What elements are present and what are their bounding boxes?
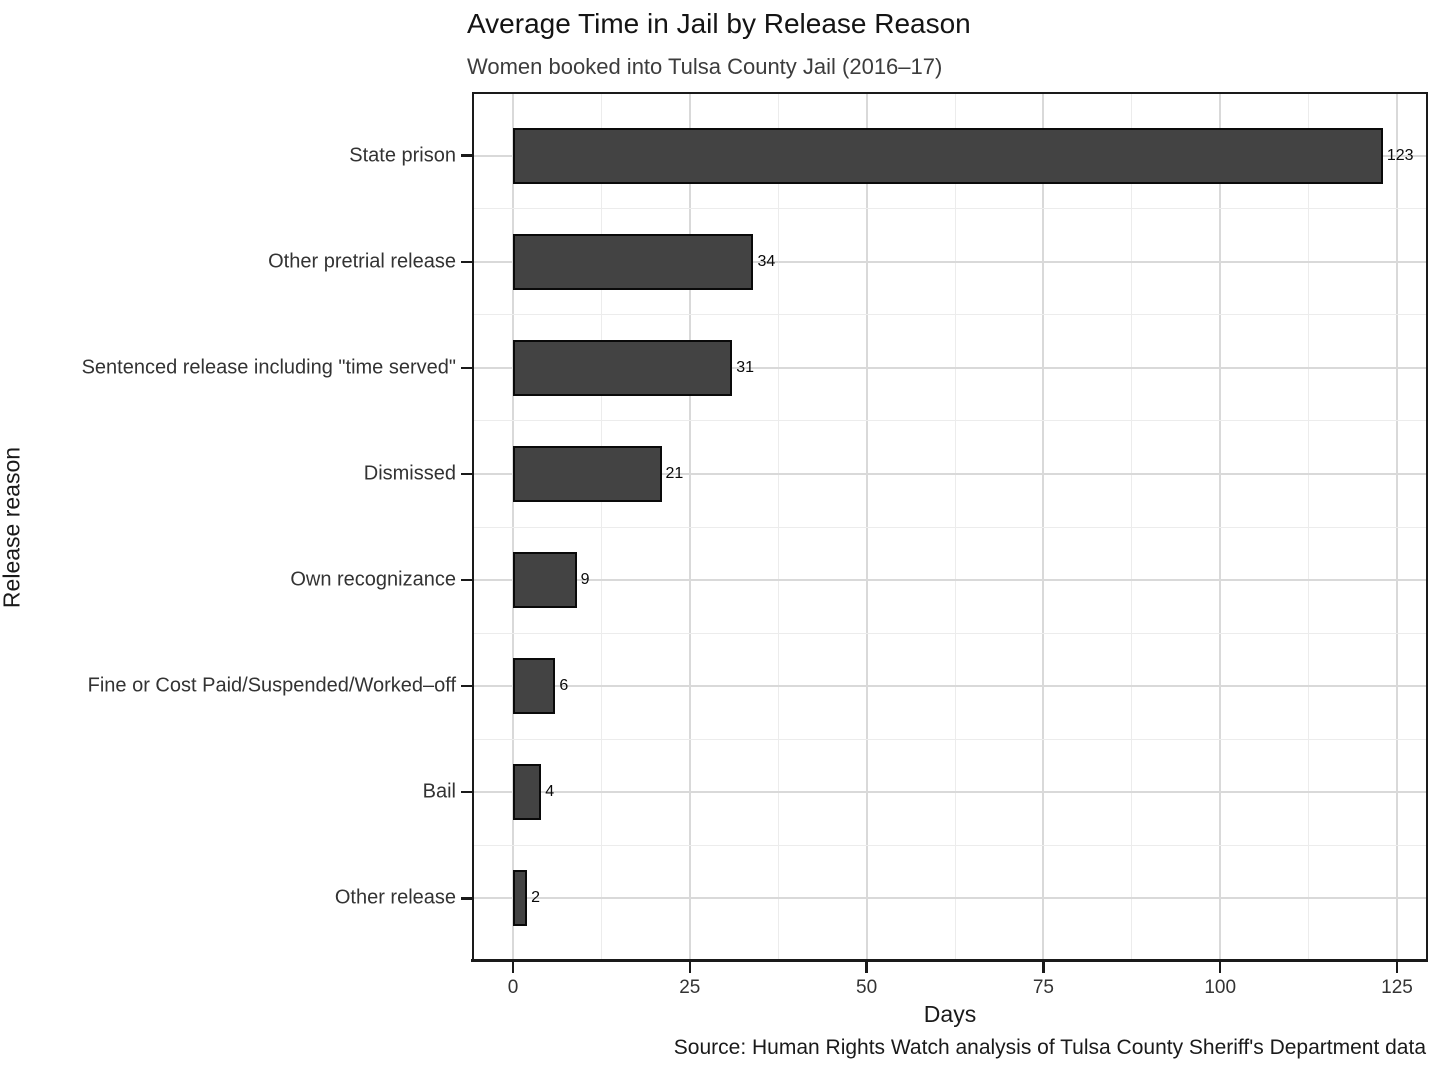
bar [513, 445, 662, 502]
x-tick [511, 962, 515, 973]
bar [513, 127, 1383, 184]
x-axis-title: Days [923, 1001, 977, 1027]
gridline-major-h [472, 579, 1428, 582]
category-label: Other release [334, 886, 456, 909]
bar [513, 764, 542, 821]
category-label: Fine or Cost Paid/Suspended/Worked–off [87, 674, 456, 697]
chart-title: Average Time in Jail by Release Reason [467, 8, 971, 39]
y-axis-title: Release reason [0, 446, 25, 609]
bar-value-label: 34 [757, 252, 776, 270]
bar [513, 552, 577, 609]
gridline-minor-h [472, 420, 1428, 422]
x-tick [1395, 962, 1399, 973]
gridline-major-h [472, 791, 1428, 794]
x-tick [865, 962, 868, 973]
x-tick [1218, 962, 1222, 973]
gridline-minor-h [472, 208, 1428, 210]
bar-value-label: 123 [1386, 146, 1414, 164]
x-tick-label: 125 [1381, 977, 1413, 998]
chart-subtitle: Women booked into Tulsa County Jail (201… [467, 54, 943, 79]
x-tick-label: 50 [856, 977, 878, 998]
gridline-minor-h [472, 526, 1428, 528]
x-tick-label: 25 [679, 977, 701, 998]
bar [513, 233, 754, 290]
bar-value-label: 9 [580, 571, 590, 589]
category-label: Other pretrial release [268, 250, 456, 273]
bar-value-label: 21 [665, 464, 684, 482]
category-label: Own recognizance [290, 568, 456, 591]
bar-value-label: 4 [545, 783, 555, 801]
y-tick [461, 897, 472, 900]
y-tick [461, 684, 472, 688]
gridline-major-h [472, 472, 1428, 475]
gridline-major-h [472, 366, 1428, 369]
bar-value-label: 6 [559, 677, 569, 695]
x-axis-line [471, 959, 1428, 962]
gridline-minor-h [472, 738, 1428, 740]
category-label: Dismissed [363, 462, 456, 485]
category-label: Sentenced release including "time served… [81, 356, 456, 379]
y-tick [461, 366, 472, 370]
y-tick [461, 790, 472, 794]
x-tick [688, 962, 692, 973]
gridline-minor-h [472, 844, 1428, 846]
x-tick-label: 0 [507, 977, 519, 998]
bar [513, 339, 733, 396]
y-tick [461, 154, 472, 157]
y-tick [461, 578, 472, 582]
gridline-major-h [472, 897, 1428, 900]
y-tick [461, 260, 472, 263]
gridline-minor-h [472, 632, 1428, 634]
x-tick-label: 100 [1204, 977, 1237, 998]
x-tick-label: 75 [1032, 977, 1054, 998]
bar-value-label: 2 [531, 889, 541, 907]
gridline-minor-h [472, 314, 1428, 316]
category-label: State prison [349, 144, 456, 167]
gridline-major-h [472, 685, 1428, 688]
bar [513, 658, 556, 715]
bar-value-label: 31 [736, 358, 755, 376]
bar [513, 870, 528, 927]
source-caption: Source: Human Rights Watch analysis of T… [673, 1036, 1426, 1059]
x-tick [1042, 962, 1045, 973]
y-tick [461, 472, 472, 476]
gridline-major-h [472, 260, 1428, 263]
category-label: Bail [422, 780, 456, 803]
